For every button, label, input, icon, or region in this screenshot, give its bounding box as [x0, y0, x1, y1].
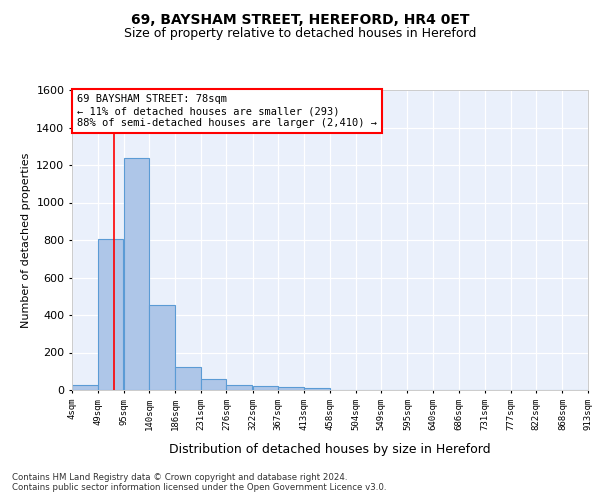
Bar [149, 304, 175, 390]
Bar [253, 386, 278, 390]
Bar [278, 387, 304, 390]
Bar [98, 239, 123, 390]
Bar [304, 388, 330, 390]
Bar [201, 379, 226, 390]
Bar [226, 385, 252, 390]
Y-axis label: Number of detached properties: Number of detached properties [20, 152, 31, 328]
Text: Distribution of detached houses by size in Hereford: Distribution of detached houses by size … [169, 442, 491, 456]
Bar [72, 386, 98, 390]
Text: 69, BAYSHAM STREET, HEREFORD, HR4 0ET: 69, BAYSHAM STREET, HEREFORD, HR4 0ET [131, 12, 469, 26]
Text: Contains HM Land Registry data © Crown copyright and database right 2024.: Contains HM Land Registry data © Crown c… [12, 472, 347, 482]
Bar [124, 158, 149, 390]
Text: Contains public sector information licensed under the Open Government Licence v3: Contains public sector information licen… [12, 484, 386, 492]
Bar [175, 366, 201, 390]
Text: 69 BAYSHAM STREET: 78sqm
← 11% of detached houses are smaller (293)
88% of semi-: 69 BAYSHAM STREET: 78sqm ← 11% of detach… [77, 94, 377, 128]
Text: Size of property relative to detached houses in Hereford: Size of property relative to detached ho… [124, 28, 476, 40]
